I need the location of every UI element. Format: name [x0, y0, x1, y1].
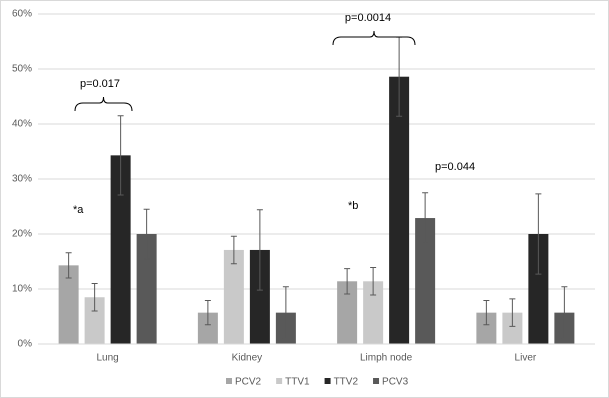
bar — [249, 249, 270, 344]
error-bar — [483, 300, 490, 326]
annotation: p=0.017 — [80, 78, 120, 90]
y-tick-label: 50% — [12, 64, 32, 75]
bracket — [74, 96, 133, 112]
error-bar — [117, 115, 124, 196]
annotation: p=0.0014 — [345, 12, 391, 24]
y-tick-label: 40% — [12, 119, 32, 130]
error-bar — [370, 267, 377, 296]
bar — [476, 312, 497, 344]
bar — [110, 155, 131, 344]
legend-swatch — [324, 378, 331, 384]
legend-swatch — [226, 378, 232, 384]
x-tick-label: Kidney — [232, 353, 263, 364]
legend-label: TTV2 — [334, 377, 359, 388]
y-tick-label: 20% — [12, 229, 32, 240]
legend-label: PCV3 — [382, 377, 409, 388]
annotation: *a — [73, 204, 84, 216]
legend-swatch — [276, 378, 283, 384]
error-bar — [535, 193, 542, 275]
error-bar — [344, 268, 351, 295]
legend-label: PCV2 — [235, 377, 262, 388]
y-tick-label: 30% — [12, 174, 32, 185]
annotation: *b — [348, 200, 358, 212]
legend-label: TTV1 — [285, 377, 310, 388]
bar — [136, 234, 157, 344]
y-tick-label: 0% — [18, 339, 33, 350]
y-tick-label: 60% — [12, 9, 32, 20]
error-bar — [230, 235, 237, 265]
bar — [528, 234, 549, 344]
x-tick-label: Limph node — [360, 353, 413, 364]
error-bar — [91, 283, 98, 312]
bar — [84, 297, 105, 344]
bracket — [332, 30, 416, 46]
bar — [389, 76, 410, 344]
bar — [58, 265, 79, 344]
error-bar — [422, 192, 429, 244]
bar — [337, 281, 358, 344]
error-bar — [561, 286, 568, 339]
bar — [197, 312, 218, 344]
annotation: p=0.044 — [435, 161, 475, 173]
bar — [415, 218, 436, 344]
bar — [363, 281, 384, 344]
x-tick-label: Liver — [515, 353, 537, 364]
bar — [502, 312, 523, 344]
y-tick-label: 10% — [12, 284, 32, 295]
x-tick-label: Lung — [97, 353, 119, 364]
legend-swatch — [373, 378, 380, 384]
bar — [223, 249, 244, 344]
error-bar — [65, 252, 72, 279]
error-bar — [204, 300, 211, 326]
error-bar — [509, 298, 516, 327]
error-bar — [282, 286, 289, 339]
error-bar — [143, 208, 150, 260]
error-bar — [256, 209, 263, 291]
